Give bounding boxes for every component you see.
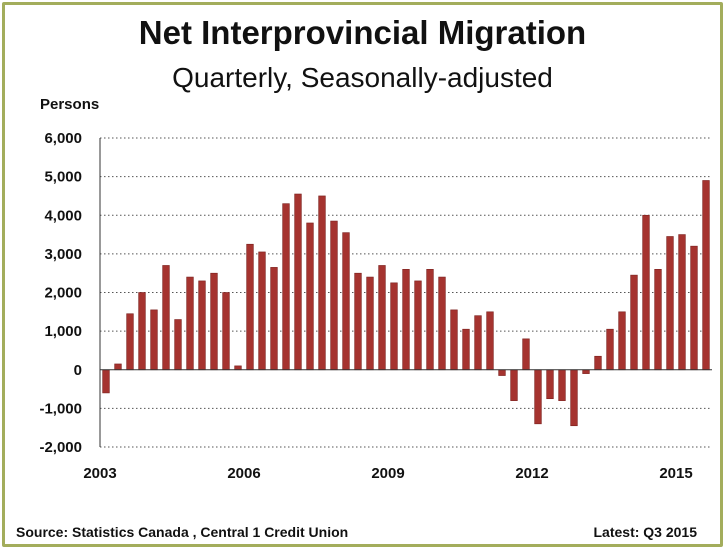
y-tick-label: 0 [74,362,82,379]
bar [270,267,278,371]
bar [570,369,578,427]
bar [126,313,134,371]
bar [234,365,242,371]
bar [186,276,194,371]
bar [390,282,398,371]
y-tick-label: -1,000 [39,400,82,417]
bar [342,232,350,371]
y-tick-label: 2,000 [44,285,82,302]
chart-title: Net Interprovincial Migration [138,14,587,51]
y-tick-label: 4,000 [44,207,82,224]
bar [534,369,542,425]
bar [378,265,386,371]
chart-subtitle: Quarterly, Seasonally-adjusted [172,62,553,93]
y-tick-label: 1,000 [44,323,82,340]
bar [426,269,434,371]
bar [402,269,410,371]
x-tick-label: 2015 [659,465,692,482]
bar [150,309,158,371]
bar [222,292,230,371]
bar [450,309,458,371]
y-axis-label: Persons [40,96,100,113]
bar [414,280,422,371]
bar [666,236,674,371]
bar [162,265,170,371]
bar [462,328,470,371]
bar [114,363,122,371]
x-tick-label: 2003 [83,465,116,482]
bar [630,274,638,371]
bar [486,311,494,371]
bar [510,369,518,401]
bar [498,369,506,376]
bar [246,243,254,371]
y-tick-label: 5,000 [44,169,82,186]
bar [618,311,626,371]
bar [606,328,614,371]
y-tick-label: 3,000 [44,246,82,263]
latest-note: Latest: Q3 2015 [593,524,698,540]
y-tick-label: -2,000 [39,439,82,456]
bar [654,269,662,371]
bar [330,220,338,371]
bar [354,272,362,371]
bar [594,355,602,371]
bar [282,203,290,371]
bar [690,245,698,371]
bar [318,195,326,371]
bar [522,338,530,371]
bar [558,369,566,401]
x-tick-label: 2012 [515,465,548,482]
bar [678,234,686,371]
bar [138,292,146,371]
bar [438,276,446,371]
bar [642,214,650,371]
bar [198,280,206,371]
bar [546,369,554,400]
bar [474,315,482,371]
bar [258,251,266,371]
bar [174,319,182,371]
bar [102,369,110,394]
bar [366,276,374,371]
bar [210,272,218,371]
bar [306,222,314,371]
source-note: Source: Statistics Canada , Central 1 Cr… [16,524,349,540]
bar [294,193,302,371]
bar [582,369,590,374]
x-tick-label: 2006 [227,465,260,482]
bar [702,180,710,371]
y-tick-label: 6,000 [44,130,82,147]
x-tick-label: 2009 [371,465,404,482]
